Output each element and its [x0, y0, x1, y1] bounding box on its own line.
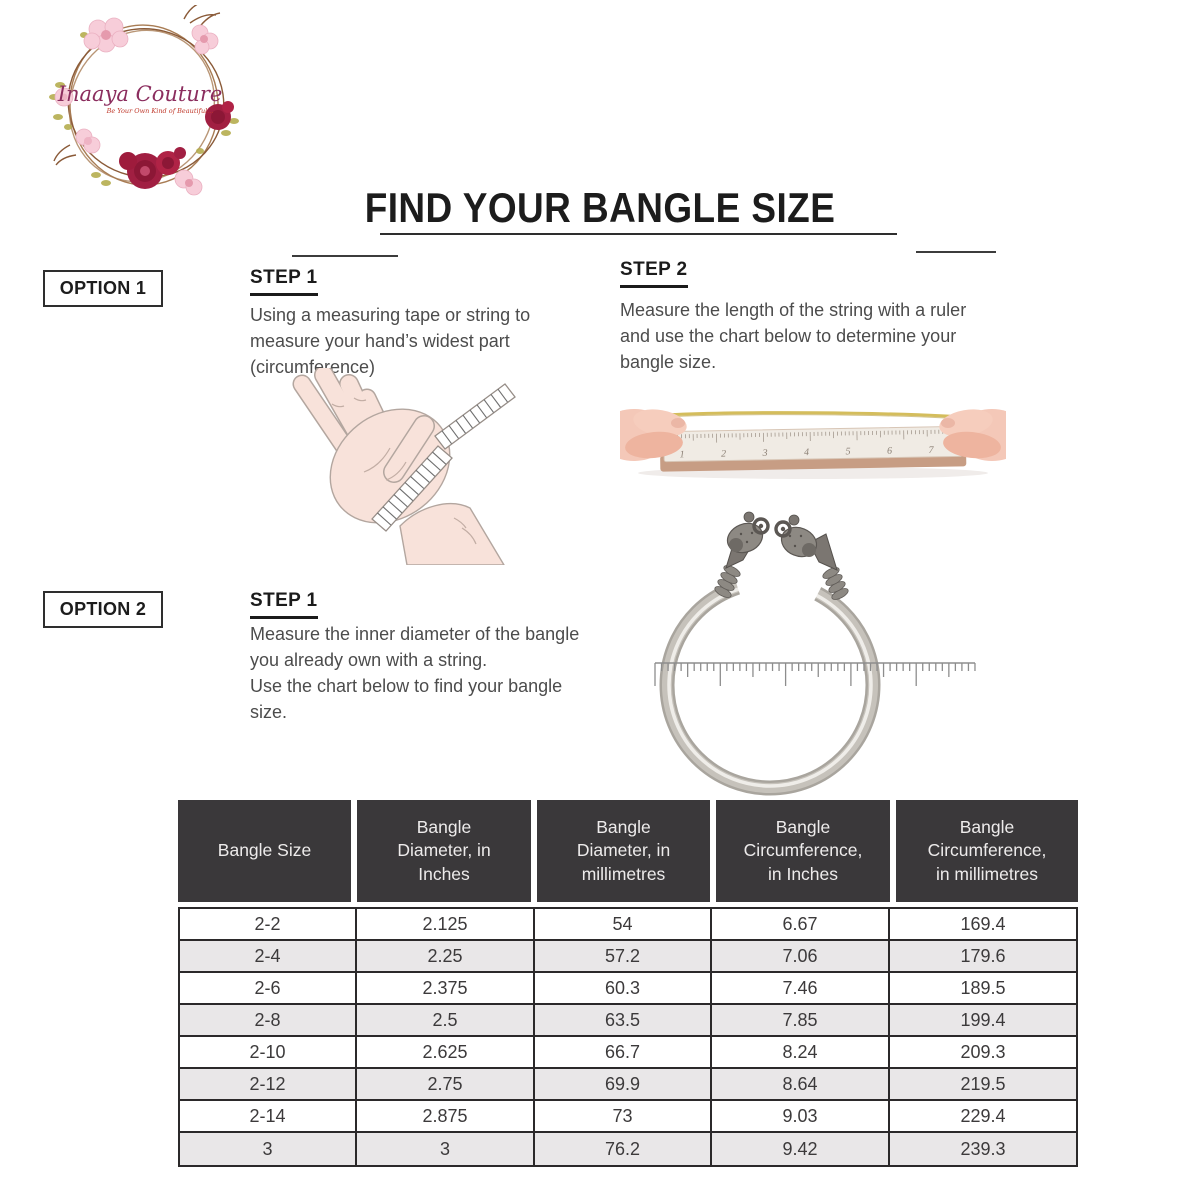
silver-ring	[659, 528, 881, 796]
table-cell: 2.25	[357, 941, 535, 971]
table-cell: 8.24	[712, 1037, 890, 1067]
pink-flowers	[54, 17, 219, 196]
table-cell: 7.06	[712, 941, 890, 971]
table-row: 2-10 2.625 66.7 8.24 209.3	[180, 1037, 1076, 1069]
table-cell: 66.7	[535, 1037, 712, 1067]
table-cell: 169.4	[960, 913, 1006, 934]
table-cell: 2-2	[180, 909, 357, 939]
table-cell: 2.125	[357, 909, 535, 939]
right-fingers	[939, 409, 1006, 461]
table-cell: 57.2	[535, 941, 712, 971]
table-cell: 239.3	[960, 1138, 1006, 1159]
wrist	[399, 502, 505, 565]
table-row: 2-2 2.125 54 6.67 169.4	[180, 909, 1076, 941]
option1-step2-heading: STEP 2	[620, 259, 688, 288]
option1-step1-text: Using a measuring tape or string to meas…	[250, 305, 531, 377]
size-chart-body: 2-2 2.125 54 6.67 169.4 2-4 2.25 57.2 7.06 179.6 2…	[178, 907, 1078, 1167]
brand-logo: Inaaya Couture Be Your Own Kind of Beaut…	[49, 5, 239, 196]
page-title: FIND YOUR BANGLE SIZE	[364, 184, 836, 231]
thumb	[383, 415, 435, 483]
table-cell: 2-8	[180, 1005, 357, 1035]
table-cell: 2.875	[357, 1101, 535, 1131]
tape-band-ticks	[377, 451, 447, 526]
table-cell: 189.5	[960, 977, 1006, 998]
ruler-scale	[654, 662, 976, 686]
table-cell: 2.75	[357, 1069, 535, 1099]
table-cell: 7.85	[712, 1005, 890, 1035]
table-cell: 69.9	[535, 1069, 712, 1099]
column-header: Bangle Circumference, in Inches	[716, 800, 890, 902]
ruler-numeral: 3	[761, 448, 767, 459]
table-cell: 9.42	[712, 1133, 890, 1165]
table-cell: 2.625	[357, 1037, 535, 1067]
elephant-head-left	[714, 511, 770, 598]
table-row: 2-12 2.75 69.9 8.64 219.5	[180, 1069, 1076, 1101]
table-cell: 7.46	[712, 973, 890, 1003]
table-cell: 2-10	[180, 1037, 357, 1067]
column-header: Bangle Diameter, in Inches	[357, 800, 531, 902]
string-ruler-illustration: 1 2 3 4 5 6 7	[620, 409, 1006, 479]
crimson-roses	[119, 101, 234, 189]
palm-creases	[331, 397, 477, 545]
table-cell: 3	[180, 1133, 357, 1165]
table-cell: 73	[535, 1101, 712, 1131]
table-cell: 3	[357, 1133, 535, 1165]
table-cell: 76.2	[535, 1133, 712, 1165]
table-row: 2-14 2.875 73 9.03 229.4	[180, 1101, 1076, 1133]
ruler-numeral: 1	[680, 449, 685, 460]
column-header: Bangle Size	[178, 800, 351, 902]
decorative-line-left	[292, 255, 398, 257]
option1-step1-heading: STEP 1	[250, 267, 318, 296]
table-cell: 54	[535, 909, 712, 939]
option2-step1-heading: STEP 1	[250, 590, 318, 619]
column-header: Bangle Circumference, in millimetres	[896, 800, 1078, 902]
table-cell: 9.03	[712, 1101, 890, 1131]
table-cell: 6.67	[712, 909, 890, 939]
table-cell: 8.64	[712, 1069, 890, 1099]
table-cell: 199.4	[960, 1009, 1006, 1030]
ruler-numeral: 6	[887, 446, 892, 457]
ruler: 1 2 3 4 5 6 7	[660, 425, 967, 472]
table-row: 3 3 76.2 9.42 239.3	[180, 1133, 1076, 1165]
column-header: Bangle Diameter, in millimetres	[537, 800, 710, 902]
table-cell: 60.3	[535, 973, 712, 1003]
option1-step2-text: Measure the length of the string with a …	[620, 300, 967, 372]
elephant-head-right	[774, 514, 849, 600]
table-row: 2-4 2.25 57.2 7.06 179.6	[180, 941, 1076, 973]
table-row: 2-8 2.5 63.5 7.85 199.4	[180, 1005, 1076, 1037]
table-cell: 2.5	[357, 1005, 535, 1035]
title-underline	[380, 233, 897, 235]
table-cell: 209.3	[960, 1041, 1006, 1062]
decorative-line-right	[916, 251, 996, 253]
brand-tagline: Be Your Own Kind of Beautiful...	[106, 107, 214, 115]
table-cell: 2-12	[180, 1069, 357, 1099]
table-cell: 219.5	[960, 1073, 1006, 1094]
ruler-numeral: 7	[928, 445, 934, 456]
size-chart: Bangle Size Bangle Diameter, in Inches Ban…	[178, 800, 1078, 1167]
option2-step1-text: Measure the inner diameter of the bangle…	[250, 624, 580, 722]
option-1-box: OPTION 1	[43, 270, 163, 307]
table-row: 2-6 2.375 60.3 7.46 189.5	[180, 973, 1076, 1005]
table-cell: 2-6	[180, 973, 357, 1003]
table-cell: 179.6	[960, 945, 1006, 966]
ruler-numeral: 2	[721, 449, 726, 460]
table-cell: 63.5	[535, 1005, 712, 1035]
bangle-illustration	[654, 511, 976, 796]
table-cell: 2.375	[357, 973, 535, 1003]
hand-measuring-illustration	[292, 368, 516, 565]
ruler-numeral: 5	[845, 446, 850, 457]
left-fingers	[620, 409, 687, 461]
tape-tail-ticks	[441, 388, 508, 444]
brand-name: Inaaya Couture	[57, 82, 223, 106]
size-chart-header: Bangle Size Bangle Diameter, in Inches Ban…	[178, 800, 1078, 902]
table-cell: 2-4	[180, 941, 357, 971]
table-cell: 2-14	[180, 1101, 357, 1131]
table-cell: 229.4	[960, 1105, 1006, 1126]
ruler-numeral: 4	[804, 447, 809, 458]
option-2-box: OPTION 2	[43, 591, 163, 628]
